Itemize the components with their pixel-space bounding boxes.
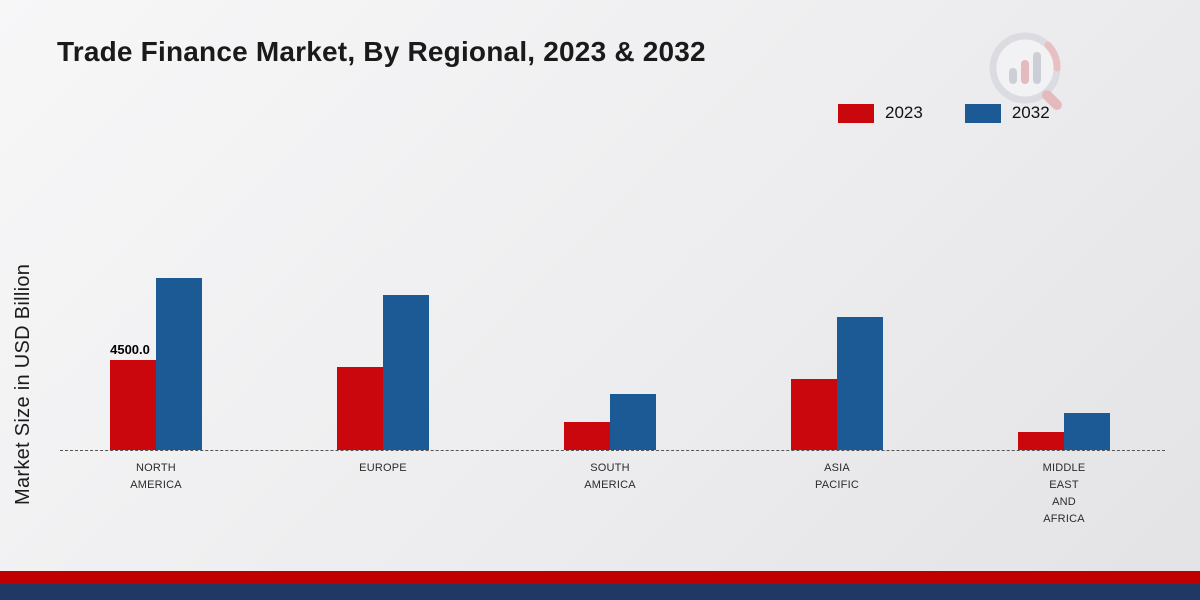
category-label-middle-east-and-africa: MIDDLE EAST AND AFRICA bbox=[1019, 460, 1109, 528]
category-label-line: ASIA bbox=[824, 462, 850, 474]
category-label-line: EUROPE bbox=[359, 462, 407, 474]
footer-red-stripe bbox=[0, 571, 1200, 584]
bar-group-middle-east-and-africa bbox=[1018, 413, 1110, 450]
category-label-line: AMERICA bbox=[584, 479, 636, 492]
bar-2023-north-america bbox=[110, 360, 156, 450]
brand-logo-icon bbox=[989, 32, 1062, 110]
category-label-line: EAST bbox=[1049, 479, 1079, 492]
chart-title: Trade Finance Market, By Regional, 2023 … bbox=[57, 36, 706, 67]
bar-2032-asia-pacific bbox=[837, 317, 883, 450]
footer-blue-stripe bbox=[0, 584, 1200, 600]
legend-label-2023: 2023 bbox=[885, 103, 923, 122]
legend-item-2023: 2023 bbox=[838, 103, 923, 123]
value-label-2023-north-america: 4500.0 bbox=[110, 342, 150, 357]
category-label-line: PACIFIC bbox=[815, 479, 859, 492]
bar-2023-asia-pacific bbox=[791, 379, 837, 450]
category-label-line: MIDDLE bbox=[1042, 462, 1086, 474]
legend-label-2032: 2032 bbox=[1011, 103, 1050, 122]
bar-2023-middle-east-and-africa bbox=[1018, 432, 1064, 450]
bar-2032-europe bbox=[383, 295, 429, 450]
category-label-europe: EUROPE bbox=[338, 460, 428, 477]
category-label-asia-pacific: ASIA PACIFIC bbox=[792, 460, 882, 494]
bar-2032-middle-east-and-africa bbox=[1064, 413, 1110, 450]
category-label-line: AND bbox=[1052, 496, 1076, 509]
legend-swatch-2023 bbox=[838, 103, 874, 123]
bar-2032-south-america bbox=[610, 394, 656, 450]
bar-group-north-america bbox=[110, 278, 202, 450]
category-label-line: AMERICA bbox=[130, 479, 182, 492]
bar-group-europe bbox=[337, 295, 429, 450]
category-label-line: NORTH bbox=[136, 462, 176, 474]
bar-group-south-america bbox=[564, 394, 656, 450]
category-label-south-america: SOUTH AMERICA bbox=[565, 460, 655, 494]
legend-item-2032: 2032 bbox=[964, 103, 1050, 123]
legend-swatch-2032 bbox=[964, 103, 1001, 123]
category-label-line: AFRICA bbox=[1043, 513, 1085, 526]
category-label-line: SOUTH bbox=[590, 462, 630, 474]
bar-group-asia-pacific bbox=[791, 317, 883, 450]
axis-baseline-dashed bbox=[60, 450, 1165, 451]
legend: 2023 2032 bbox=[838, 103, 1050, 123]
bar-2023-europe bbox=[337, 367, 383, 450]
category-label-north-america: NORTH AMERICA bbox=[111, 460, 201, 494]
bar-2032-north-america bbox=[156, 278, 202, 450]
bar-2023-south-america bbox=[564, 422, 610, 450]
